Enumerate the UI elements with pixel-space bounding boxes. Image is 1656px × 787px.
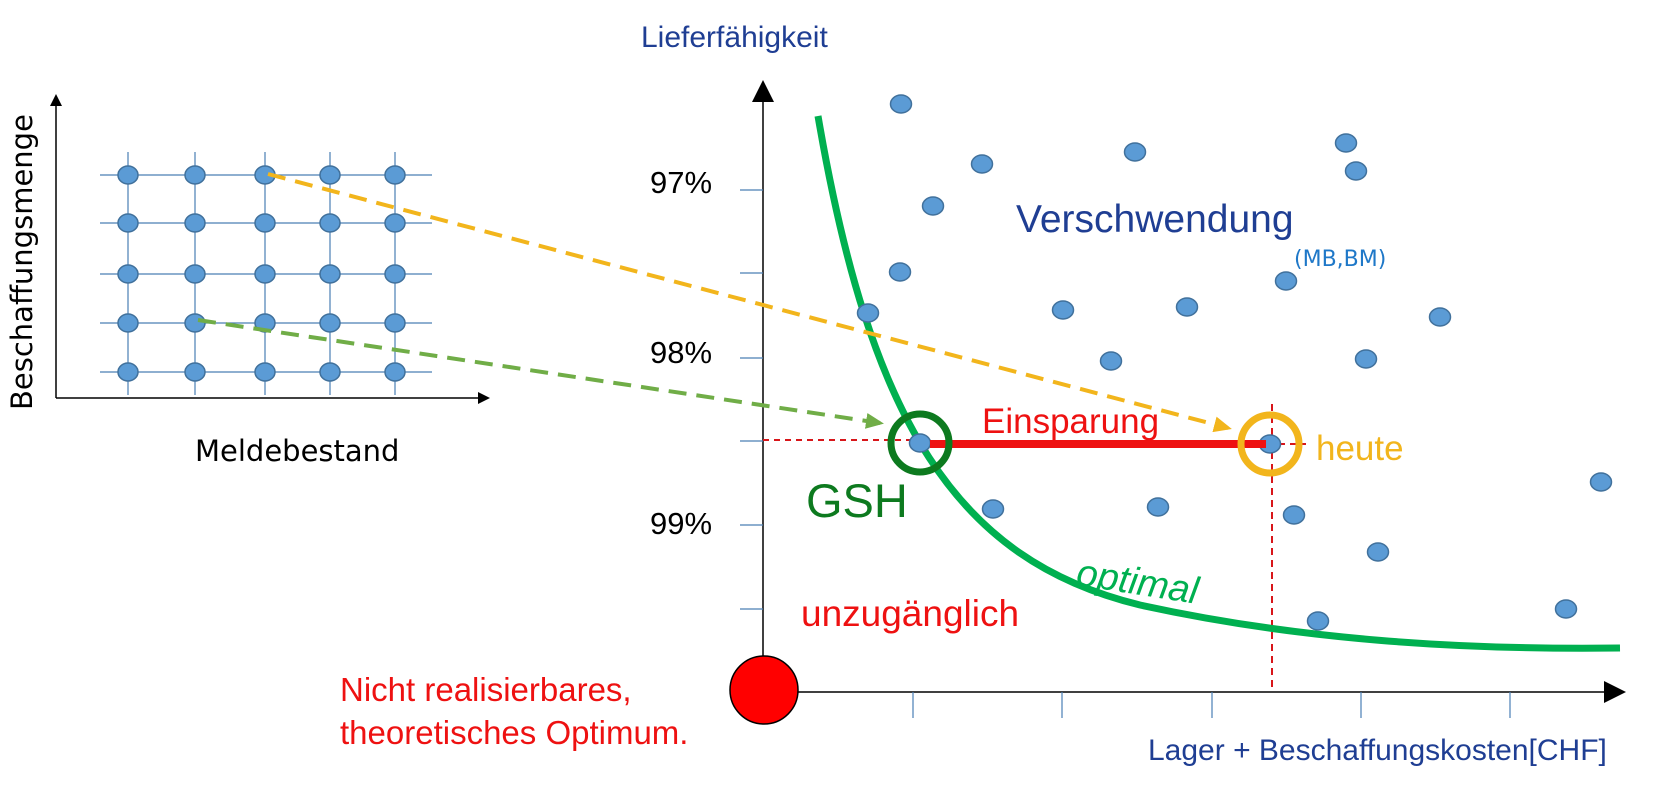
left-grid-dot: [384, 313, 406, 333]
left-grid-dot: [184, 264, 206, 284]
gsh-ring: [887, 410, 953, 476]
today-label: heute: [1316, 429, 1404, 468]
left-grid-dot: [384, 213, 406, 233]
scatter-dot: [1051, 300, 1075, 320]
left-grid-dot: [319, 264, 341, 284]
scatter-dot: [1274, 271, 1298, 291]
ytick-99: 99%: [650, 506, 713, 541]
left-grid-dot: [384, 362, 406, 382]
yellow-mapping-arrow: [267, 172, 1232, 433]
scatter-dot: [856, 303, 880, 323]
scatter-dot: [1146, 497, 1170, 517]
left-grid-dot: [319, 213, 341, 233]
scatter-dot: [1366, 542, 1390, 562]
scatter-dot: [981, 499, 1005, 519]
left-grid-dot: [117, 313, 139, 333]
left-y-axis-label: Beschaffungsmenge: [5, 114, 39, 410]
left-grid-dot: [254, 362, 276, 382]
main-x-ticks: [912, 692, 1511, 718]
scatter-dot: [888, 262, 912, 282]
left-grid-dot: [319, 362, 341, 382]
left-grid-dot: [254, 213, 276, 233]
scatter-dot: [1175, 297, 1199, 317]
ytick-98: 98%: [650, 335, 713, 370]
main-axes: [740, 80, 1626, 718]
scatter-dot: [889, 94, 913, 114]
theory-note-line-2: theoretisches Optimum.: [340, 714, 689, 751]
scatter-dot: [1554, 599, 1578, 619]
theory-note-line-1: Nicht realisierbares,: [340, 671, 632, 708]
scatter-dot: [1306, 611, 1330, 631]
scatter-dot: [1099, 351, 1123, 371]
gsh-label: GSH: [806, 474, 908, 527]
left-grid-dot: [117, 362, 139, 382]
left-grid-dot: [184, 362, 206, 382]
left-grid-dot: [184, 213, 206, 233]
theoretical-optimum-dot: [729, 655, 799, 725]
scatter-dot: [1334, 133, 1358, 153]
waste-region-label: Verschwendung: [1016, 198, 1294, 241]
left-x-axis-label: Meldebestand: [195, 434, 400, 468]
main-x-axis-label: Lager + Beschaffungskosten[CHF]: [1148, 734, 1607, 767]
left-grid-dots: [117, 165, 406, 382]
scatter-dots: [856, 94, 1613, 631]
unreachable-region-label: unzugänglich: [801, 593, 1020, 634]
left-grid-dot: [319, 165, 341, 185]
left-grid-dot: [319, 313, 341, 333]
scatter-dot: [1344, 161, 1368, 181]
main-y-axis-label: Lieferfähigkeit: [641, 21, 828, 54]
left-grid-dot: [254, 264, 276, 284]
left-grid-dot: [184, 165, 206, 185]
scatter-dot: [970, 154, 994, 174]
left-panel: [50, 94, 490, 404]
main-y-ticks: [740, 189, 763, 610]
scatter-dot: [1428, 307, 1452, 327]
scatter-dot: [1282, 505, 1306, 525]
scatter-dot: [1123, 142, 1147, 162]
left-grid-dot: [117, 264, 139, 284]
scatter-dot: [908, 433, 932, 453]
ytick-97: 97%: [650, 165, 713, 200]
left-grid-dot: [384, 264, 406, 284]
savings-label: Einsparung: [982, 402, 1160, 441]
waste-region-sublabel: (MB,BM): [1294, 247, 1387, 272]
today-ring: [1237, 411, 1303, 477]
scatter-dot: [921, 196, 945, 216]
optimal-curve: [814, 115, 1621, 652]
scatter-dot: [1354, 349, 1378, 369]
left-grid-dot: [117, 213, 139, 233]
left-grid-dot: [384, 165, 406, 185]
scatter-dot: [1589, 472, 1613, 492]
green-mapping-arrow: [197, 318, 884, 429]
left-grid-dot: [117, 165, 139, 185]
left-grid-dot: [184, 313, 206, 333]
